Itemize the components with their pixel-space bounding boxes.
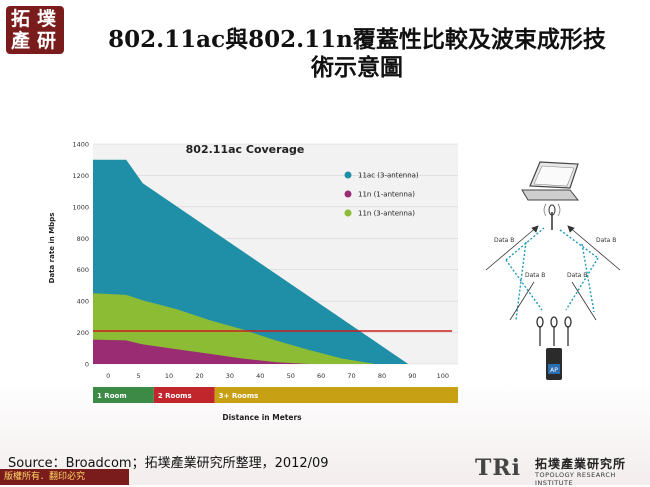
legend-swatch	[344, 209, 352, 217]
y-tick-label: 1400	[72, 141, 89, 149]
x-tick-label: 5	[137, 372, 141, 380]
series-area	[93, 339, 309, 364]
x-tick-label: 20	[195, 372, 203, 380]
ap-label: AP	[550, 367, 558, 374]
ap-antenna-icon	[536, 316, 572, 346]
brand-logo: TRi 拓墣產業研究所 TOPOLOGY RESEARCH INSTITUTE	[465, 455, 645, 487]
diagram-label: Data B	[494, 237, 514, 244]
brand-name-cn: 拓墣產業研究所	[535, 457, 627, 471]
beamforming-diagram: Data B Data B Data B Data B AP	[470, 150, 640, 390]
beamforming-diagram-svg: Data B Data B Data B Data B AP	[485, 161, 621, 380]
room-band	[93, 387, 154, 403]
arrow-icon	[485, 225, 621, 321]
brand-mark: TRi	[475, 455, 522, 481]
y-tick-label: 200	[77, 329, 89, 337]
beam-right-icon	[559, 229, 599, 313]
diagram-label: Data B	[567, 272, 587, 279]
x-tick-label: 40	[256, 372, 264, 380]
access-point-icon: AP	[546, 348, 562, 380]
chart-title: 802.11ac Coverage	[186, 143, 305, 156]
source-note: Source：Broadcom；拓墣產業研究所整理，2012/09	[8, 456, 329, 471]
legend-label: 11n (1-antenna)	[358, 191, 415, 199]
x-tick-label: 90	[408, 372, 416, 380]
copyright-bar: 版權所有．翻印必究	[0, 469, 129, 485]
room-label: 2 Rooms	[158, 392, 192, 400]
series-area	[93, 293, 376, 364]
logo-char: 產	[11, 30, 31, 52]
x-axis-label: Distance in Meters	[222, 413, 302, 422]
x-tick-label: 60	[317, 372, 325, 380]
diagram-label: Data B	[596, 237, 616, 244]
room-band	[214, 387, 458, 403]
diagram-label: Data B	[525, 272, 545, 279]
y-tick-label: 0	[85, 361, 89, 369]
legend-label: 11ac (3-antenna)	[358, 172, 419, 180]
y-tick-label: 1000	[72, 203, 89, 211]
x-tick-label: 70	[347, 372, 355, 380]
brand-name-en: TOPOLOGY RESEARCH INSTITUTE	[535, 471, 616, 487]
coverage-chart: 0 200 400 600 800 1000 1200 1400 0 5 10 20 30 40 50 60 7…	[40, 128, 465, 440]
room-label: 1 Room	[97, 392, 127, 400]
logo-char: 墣	[37, 8, 57, 30]
x-tick-label: 0	[106, 372, 110, 380]
legend-label: 11n (3-antenna)	[358, 210, 415, 218]
logo-char: 拓	[11, 8, 31, 30]
x-tick-label: 100	[437, 372, 449, 380]
x-tick-label: 30	[226, 372, 234, 380]
x-tick-label: 50	[287, 372, 295, 380]
y-tick-label: 400	[77, 298, 89, 306]
legend-swatch	[344, 190, 352, 198]
y-axis-label: Data rate in Mbps	[48, 213, 56, 284]
legend-swatch	[344, 171, 352, 179]
x-tick-label: 10	[165, 372, 173, 380]
coverage-chart-svg: 0 200 400 600 800 1000 1200 1400 0 5 10 20 30 40 50 60 7…	[48, 141, 458, 422]
room-label: 3+ Rooms	[219, 392, 259, 400]
y-tick-label: 600	[77, 266, 89, 274]
y-tick-label: 1200	[72, 172, 89, 180]
logo: 拓 墣 產 研	[6, 6, 64, 54]
room-band	[153, 387, 215, 403]
y-tick-label: 800	[77, 235, 89, 243]
title-line-1: 802.11ac與802.11n覆蓋性比較及波束成形技	[108, 26, 606, 53]
x-tick-label: 80	[378, 372, 386, 380]
page-title: 802.11ac與802.11n覆蓋性比較及波束成形技 術示意圖	[72, 26, 642, 82]
title-line-2: 術示意圖	[311, 54, 403, 81]
laptop-antenna-icon	[543, 203, 561, 230]
laptop-icon	[521, 161, 580, 201]
beam-left-icon	[505, 227, 545, 321]
logo-char: 研	[37, 30, 57, 52]
